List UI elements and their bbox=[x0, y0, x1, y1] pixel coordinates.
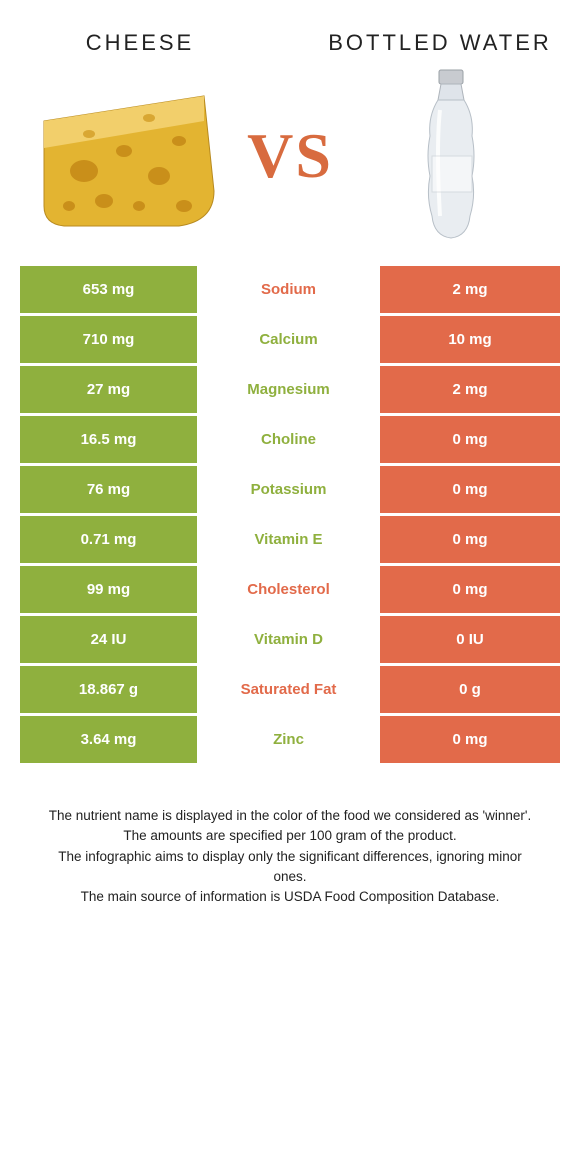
nutrient-label: Calcium bbox=[200, 316, 380, 363]
footnote-line: The amounts are specified per 100 gram o… bbox=[40, 826, 540, 846]
value-a: 653 mg bbox=[20, 266, 200, 313]
nutrient-label: Zinc bbox=[200, 716, 380, 763]
footnote-line: The main source of information is USDA F… bbox=[40, 887, 540, 907]
table-row: 99 mgCholesterol0 mg bbox=[20, 566, 560, 616]
table-row: 27 mgMagnesium2 mg bbox=[20, 366, 560, 416]
value-b: 0 g bbox=[380, 666, 560, 713]
vs-label: VS bbox=[247, 119, 333, 193]
value-b: 2 mg bbox=[380, 266, 560, 313]
value-b: 0 mg bbox=[380, 566, 560, 613]
nutrient-label: Cholesterol bbox=[200, 566, 380, 613]
cheese-image bbox=[20, 66, 237, 246]
value-a: 0.71 mg bbox=[20, 516, 200, 563]
nutrient-label: Saturated Fat bbox=[200, 666, 380, 713]
nutrient-label: Sodium bbox=[200, 266, 380, 313]
value-b: 0 mg bbox=[380, 516, 560, 563]
value-a: 16.5 mg bbox=[20, 416, 200, 463]
value-b: 2 mg bbox=[380, 366, 560, 413]
nutrient-label: Vitamin E bbox=[200, 516, 380, 563]
image-row: VS bbox=[0, 66, 580, 266]
table-row: 653 mgSodium2 mg bbox=[20, 266, 560, 316]
value-a: 27 mg bbox=[20, 366, 200, 413]
water-bottle-image bbox=[343, 66, 560, 246]
header-row: Cheese Bottled Water bbox=[0, 0, 580, 66]
value-a: 99 mg bbox=[20, 566, 200, 613]
nutrient-label: Vitamin D bbox=[200, 616, 380, 663]
value-b: 0 mg bbox=[380, 416, 560, 463]
table-row: 24 IUVitamin D0 IU bbox=[20, 616, 560, 666]
table-row: 710 mgCalcium10 mg bbox=[20, 316, 560, 366]
table-row: 76 mgPotassium0 mg bbox=[20, 466, 560, 516]
table-row: 16.5 mgCholine0 mg bbox=[20, 416, 560, 466]
footnote-line: The infographic aims to display only the… bbox=[40, 847, 540, 888]
value-a: 76 mg bbox=[20, 466, 200, 513]
value-b: 0 mg bbox=[380, 716, 560, 763]
item-b-title: Bottled Water bbox=[320, 30, 560, 56]
value-a: 18.867 g bbox=[20, 666, 200, 713]
value-b: 0 mg bbox=[380, 466, 560, 513]
table-row: 3.64 mgZinc0 mg bbox=[20, 716, 560, 766]
nutrient-label: Magnesium bbox=[200, 366, 380, 413]
nutrient-label: Choline bbox=[200, 416, 380, 463]
table-row: 18.867 gSaturated Fat0 g bbox=[20, 666, 560, 716]
value-a: 710 mg bbox=[20, 316, 200, 363]
value-b: 0 IU bbox=[380, 616, 560, 663]
value-a: 3.64 mg bbox=[20, 716, 200, 763]
table-row: 0.71 mgVitamin E0 mg bbox=[20, 516, 560, 566]
value-b: 10 mg bbox=[380, 316, 560, 363]
value-a: 24 IU bbox=[20, 616, 200, 663]
footnotes: The nutrient name is displayed in the co… bbox=[40, 806, 540, 907]
item-a-title: Cheese bbox=[20, 30, 260, 56]
footnote-line: The nutrient name is displayed in the co… bbox=[40, 806, 540, 826]
nutrient-label: Potassium bbox=[200, 466, 380, 513]
comparison-table: 653 mgSodium2 mg710 mgCalcium10 mg27 mgM… bbox=[20, 266, 560, 766]
